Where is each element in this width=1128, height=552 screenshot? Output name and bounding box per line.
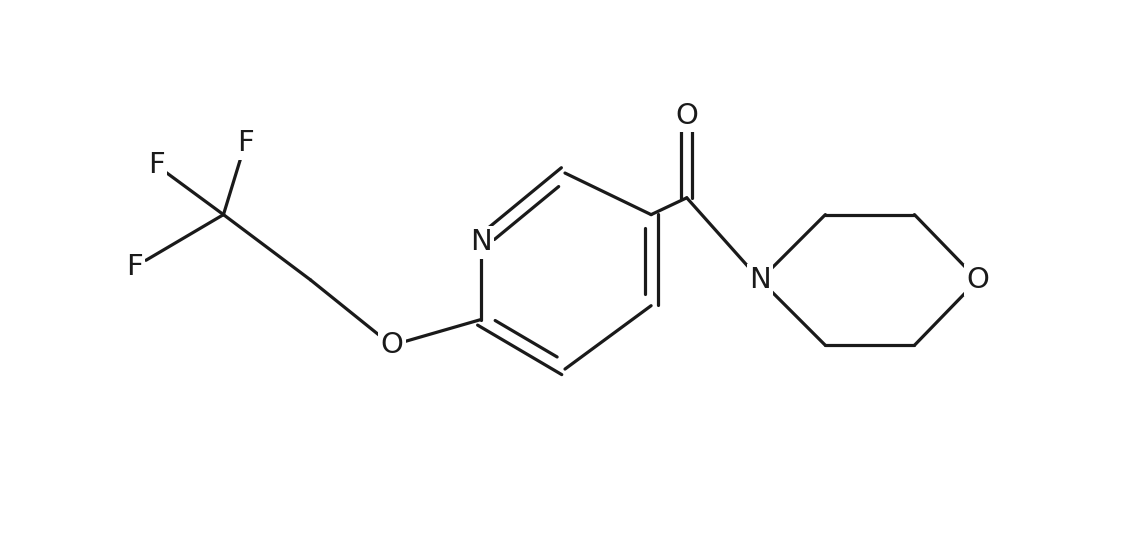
Text: F: F	[148, 151, 165, 179]
Text: N: N	[749, 266, 770, 294]
Text: F: F	[126, 253, 143, 281]
Text: O: O	[967, 266, 989, 294]
Text: F: F	[237, 129, 254, 157]
Text: O: O	[380, 331, 403, 359]
Text: N: N	[470, 229, 492, 256]
Text: O: O	[676, 102, 698, 130]
